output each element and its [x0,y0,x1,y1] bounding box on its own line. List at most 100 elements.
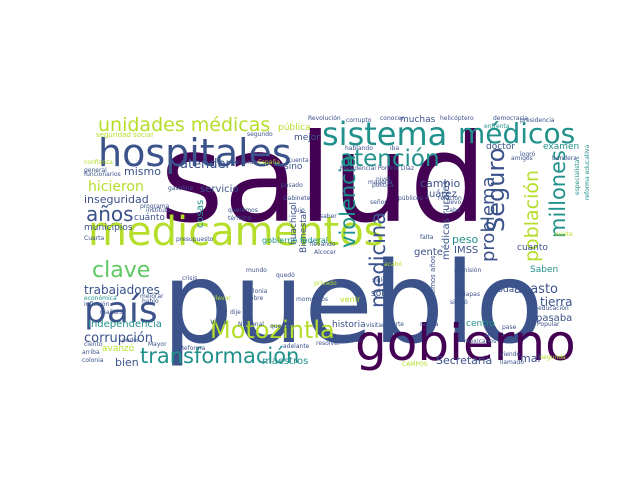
word-admision: admisión [454,267,482,274]
word-examen: examen [543,142,580,152]
word-tercera: tercera [232,159,254,166]
word-clave: clave [92,258,151,283]
word-unidades-medicas: unidades médicas [98,114,271,136]
word-centro: centro [466,319,495,329]
word-historia: historia [332,320,366,330]
word-viendo: viendo [500,351,521,358]
word-medicos: médicos [458,117,576,150]
word-llamado: llamado [500,359,525,366]
word-dije: dije [230,309,241,316]
word-cambio: cambio [420,177,461,190]
word-medicamentos: medicamentos [88,209,385,255]
word-cabo: cabo [446,207,461,214]
word-segunda: segunda [540,354,566,361]
word-mejorar: mejorar [140,293,164,300]
word-doctor: doctor [486,142,515,152]
word-democracia: democracia [493,115,529,122]
word-independencia: Independencia [88,319,162,330]
word-avanzo: avanzó [102,344,135,354]
word-relacion: relación [438,195,462,202]
word-corrupcion: corrupción [84,331,154,346]
word-parte: parte [388,321,404,328]
word-chiapas: Chiapas [456,291,480,298]
word-revolucion: Revolución [308,115,341,122]
word-acabo: acabó [384,261,403,268]
word-poder: poder [122,337,140,344]
word-quedo: quedó [276,272,295,279]
word-mayor: Mayor [148,341,167,348]
word-campos: CAMPOS [402,361,428,368]
word-saber: saber [320,213,337,220]
word-nacional: Nacional [238,321,264,328]
word-especialistas: especialistas [574,156,581,195]
word-funcionarios: funcionarios [84,171,121,178]
word-municipios: municipios [84,223,133,233]
word-instituto: instituto [146,207,171,214]
word-inflacion: inflación [84,301,110,308]
word-economica: económica [84,295,117,302]
word-nunca: nunca [420,321,439,328]
word-cosas: cosas [195,199,206,228]
word-presidencia: presidencia [520,117,555,124]
word-bandera: bandera [552,155,577,162]
word-conocer: conocer [380,115,404,122]
word-saben: Saben [530,265,559,275]
word-reforma-educativa: reforma educativa [584,144,591,200]
word-segundo: segundo [247,131,273,138]
word-existe: existe [555,231,573,238]
word-mexicanos: mexicanos [464,338,497,345]
word-falta: falta [420,234,434,241]
word-hospitales: hospitales [98,131,292,175]
word-politica: política [372,182,394,189]
word-colonia-cap: Colonia [245,288,268,295]
word-abasto: abasto [514,282,559,297]
word-pais: país [84,290,158,331]
word-hablo: habló [142,298,159,305]
word-enfrenta: enfrenta [484,123,510,130]
word-salud: salud [160,108,487,250]
word-mal: mal [520,352,541,365]
word-maestros: maestros [262,356,309,367]
word-trabajadores: trabajadores [84,283,160,297]
word-nivel: nivel [376,176,391,183]
word-porfirio-diaz: Presidencial Porfirio Díaz [340,165,414,172]
word-juarez: Juárez [426,189,457,200]
word-toda: toda [494,285,515,295]
word-anos: años [86,202,134,226]
word-mismo: mismo [124,165,161,178]
word-privado: privado [314,280,337,287]
word-llevo: llevo [447,199,462,206]
word-gabinete: Gabinete [283,195,311,202]
word-siglo: siglo [372,277,386,284]
word-pasado: pasado [281,182,303,189]
word-pase: pase [502,324,517,331]
word-cuenta: cuenta [288,157,309,164]
word-pobre: pobre [246,295,264,302]
word-colonia: colonia [82,357,104,364]
word-gobierno: gobierno [355,314,576,372]
word-publica: pública [278,123,311,133]
word-gente: gente [414,247,443,258]
word-cuanto: cuanto [517,243,548,253]
word-resolver: resolver [316,340,341,347]
word-lujo: lujo [294,207,305,214]
word-queremos: queremos [228,207,258,214]
word-querian: querían [270,323,293,330]
word-siguio: siguió [450,299,468,306]
word-robaban: robaban [338,337,363,344]
word-crisis: crisis [182,275,198,282]
word-publicos: públicos [398,195,423,202]
word-confianza: confianza [84,159,113,166]
word-peso: peso [452,233,479,246]
word-solo: sólo [371,289,390,299]
word-mejor: mejor [294,133,321,143]
word-llevando: llevando [310,241,336,248]
word-reforma: Reforma [180,345,206,352]
word-mayoria: mayoría [368,179,393,186]
word-imss: IMSS [454,245,479,256]
word-pasaba: pasaba [536,313,573,324]
word-tierra: tierra [540,295,573,309]
word-manana: mañana [100,309,125,316]
word-bien: bien [115,356,139,369]
word-gasolina: gasolina [168,185,194,192]
